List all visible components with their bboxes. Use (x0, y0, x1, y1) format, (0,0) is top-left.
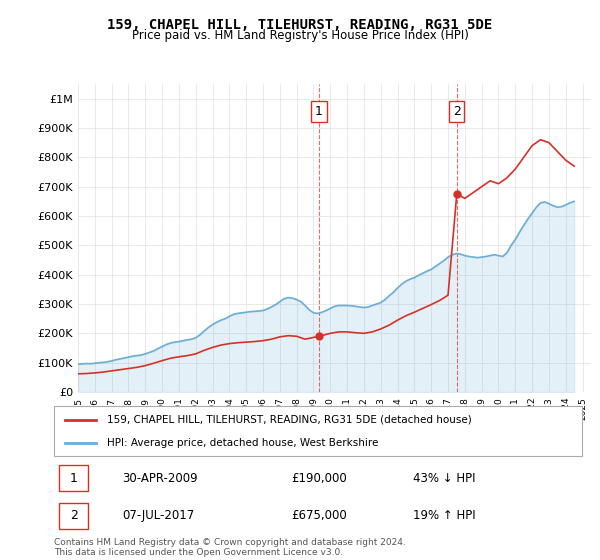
Text: 19% ↑ HPI: 19% ↑ HPI (413, 510, 476, 522)
Text: 159, CHAPEL HILL, TILEHURST, READING, RG31 5DE (detached house): 159, CHAPEL HILL, TILEHURST, READING, RG… (107, 414, 472, 424)
Text: £675,000: £675,000 (292, 510, 347, 522)
Text: £190,000: £190,000 (292, 472, 347, 484)
Text: 07-JUL-2017: 07-JUL-2017 (122, 510, 195, 522)
Text: 1: 1 (70, 472, 78, 484)
Text: 2: 2 (70, 510, 78, 522)
Bar (59, 465, 88, 491)
Text: 1: 1 (315, 105, 323, 118)
Text: Contains HM Land Registry data © Crown copyright and database right 2024.
This d: Contains HM Land Registry data © Crown c… (54, 538, 406, 557)
Text: 2: 2 (453, 105, 461, 118)
Text: 30-APR-2009: 30-APR-2009 (122, 472, 198, 484)
Text: 43% ↓ HPI: 43% ↓ HPI (413, 472, 476, 484)
Text: Price paid vs. HM Land Registry's House Price Index (HPI): Price paid vs. HM Land Registry's House … (131, 29, 469, 42)
Text: 159, CHAPEL HILL, TILEHURST, READING, RG31 5DE: 159, CHAPEL HILL, TILEHURST, READING, RG… (107, 18, 493, 32)
Text: HPI: Average price, detached house, West Berkshire: HPI: Average price, detached house, West… (107, 438, 378, 448)
Bar (59, 503, 88, 529)
